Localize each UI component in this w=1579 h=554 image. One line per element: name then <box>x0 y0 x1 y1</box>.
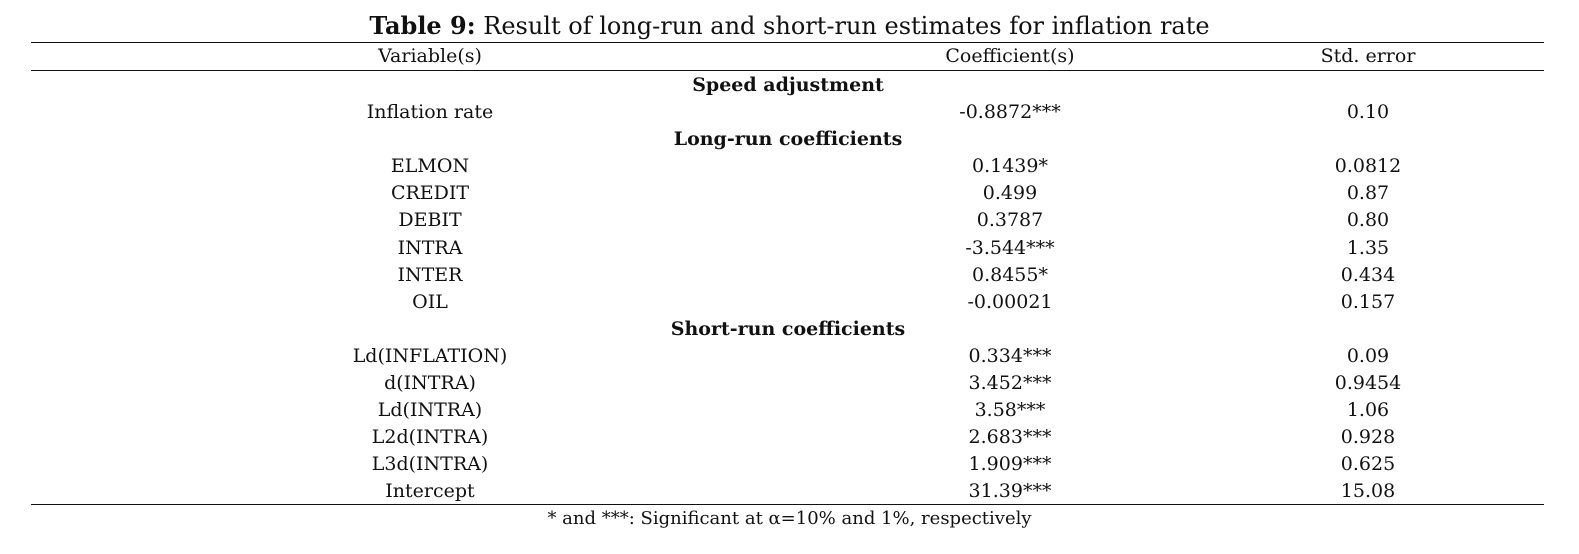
table-footnote: * and ***: Significant at α=10% and 1%, … <box>547 508 1032 529</box>
std-error-cell: 0.434 <box>1340 263 1396 286</box>
coefficient-cell: -3.544*** <box>965 236 1055 259</box>
variable-cell: L2d(INTRA) <box>371 426 489 449</box>
header-std-error: Std. error <box>1320 45 1416 67</box>
std-error-cell: 0.157 <box>1340 290 1396 313</box>
section-title-speed-adjustment: Speed adjustment <box>692 74 884 96</box>
table-top-rule <box>31 42 1544 43</box>
table-row: L3d(INTRA) 1.909*** 0.625 <box>0 451 1579 478</box>
coefficient-cell: 3.58*** <box>974 399 1046 422</box>
table-row: DEBIT 0.3787 0.80 <box>0 207 1579 234</box>
std-error-cell: 15.08 <box>1340 480 1396 503</box>
header-coefficient: Coefficient(s) <box>945 45 1075 67</box>
coefficient-cell: 1.909*** <box>968 453 1052 476</box>
std-error-cell: 0.10 <box>1346 101 1390 124</box>
coefficient-cell: 0.334*** <box>968 344 1052 367</box>
table-row: OIL -0.00021 0.157 <box>0 289 1579 316</box>
table-row: ELMON 0.1439* 0.0812 <box>0 153 1579 180</box>
coefficient-cell: 0.3787 <box>976 209 1044 232</box>
section-heading: Long-run coefficients <box>0 126 1579 153</box>
variable-cell: Ld(INTRA) <box>377 399 483 422</box>
variable-cell: CREDIT <box>390 182 470 205</box>
coefficient-cell: 2.683*** <box>968 426 1052 449</box>
coefficient-cell: 0.499 <box>982 182 1038 205</box>
table-row: CREDIT 0.499 0.87 <box>0 180 1579 207</box>
section-heading: Speed adjustment <box>0 72 1579 99</box>
variable-cell: ELMON <box>390 155 470 178</box>
coefficient-cell: -0.00021 <box>967 290 1053 313</box>
table-header-row: Variable(s) Coefficient(s) Std. error <box>0 43 1579 70</box>
coefficient-cell: -0.8872*** <box>959 101 1061 124</box>
table-row: d(INTRA) 3.452*** 0.9454 <box>0 370 1579 397</box>
table-row: Intercept 31.39*** 15.08 <box>0 478 1579 505</box>
coefficient-cell: 0.8455* <box>972 263 1048 286</box>
variable-cell: Intercept <box>385 480 475 503</box>
std-error-cell: 0.9454 <box>1334 372 1402 395</box>
std-error-cell: 1.35 <box>1346 236 1390 259</box>
table-caption: Table 9: Result of long-run and short-ru… <box>0 10 1579 42</box>
std-error-cell: 0.80 <box>1346 209 1390 232</box>
variable-cell: INTRA <box>397 236 463 259</box>
section-heading: Short-run coefficients <box>0 316 1579 343</box>
table-row: INTER 0.8455* 0.434 <box>0 262 1579 289</box>
section-title-short-run: Short-run coefficients <box>670 317 906 340</box>
std-error-cell: 1.06 <box>1346 399 1390 422</box>
std-error-cell: 0.928 <box>1340 426 1396 449</box>
variable-cell: d(INTRA) <box>384 372 476 395</box>
table-caption-label: Table 9: <box>369 11 476 40</box>
table-bottom-rule <box>31 504 1544 505</box>
section-title-long-run: Long-run coefficients <box>673 128 903 151</box>
table-row: L2d(INTRA) 2.683*** 0.928 <box>0 424 1579 451</box>
table-row: Ld(INFLATION) 0.334*** 0.09 <box>0 343 1579 370</box>
table-row: INTRA -3.544*** 1.35 <box>0 235 1579 262</box>
std-error-cell: 0.625 <box>1340 453 1396 476</box>
variable-cell: OIL <box>412 290 448 313</box>
table-header-rule <box>31 70 1544 71</box>
variable-cell: L3d(INTRA) <box>371 453 489 476</box>
table-row: Inflation rate -0.8872*** 0.10 <box>0 99 1579 126</box>
variable-cell: INTER <box>397 263 463 286</box>
coefficient-cell: 3.452*** <box>968 372 1052 395</box>
coefficient-cell: 0.1439* <box>972 155 1048 178</box>
table-row: Ld(INTRA) 3.58*** 1.06 <box>0 397 1579 424</box>
std-error-cell: 0.09 <box>1346 344 1390 367</box>
table-body: Speed adjustment Inflation rate -0.8872*… <box>0 72 1579 506</box>
header-variable: Variable(s) <box>378 45 482 67</box>
std-error-cell: 0.87 <box>1346 182 1390 205</box>
variable-cell: Inflation rate <box>366 101 494 124</box>
variable-cell: Ld(INFLATION) <box>352 344 508 367</box>
coefficient-cell: 31.39*** <box>968 480 1052 503</box>
variable-cell: DEBIT <box>398 209 462 232</box>
table-caption-text: Result of long-run and short-run estimat… <box>475 12 1210 40</box>
std-error-cell: 0.0812 <box>1334 155 1402 178</box>
